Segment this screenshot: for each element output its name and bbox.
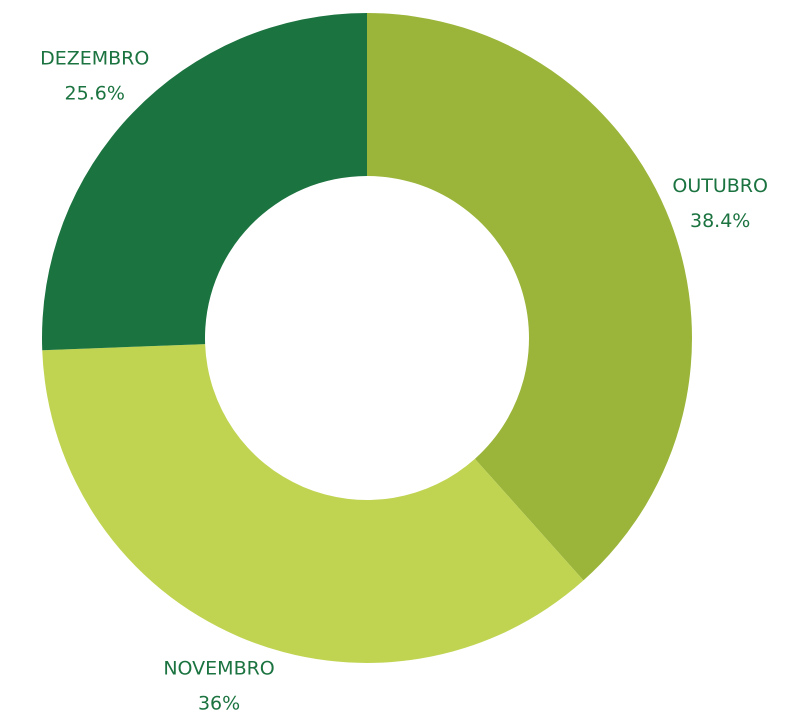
- donut-slice: [42, 344, 584, 663]
- donut-slice: [367, 13, 692, 581]
- slice-label: NOVEMBRO: [163, 657, 274, 679]
- value-label: 38.4%: [690, 210, 750, 232]
- value-label: 25.6%: [65, 82, 125, 104]
- slice-label: OUTUBRO: [672, 175, 768, 197]
- value-label: 36%: [198, 692, 240, 714]
- slice-label: DEZEMBRO: [40, 47, 149, 69]
- donut-slice: [41, 13, 367, 351]
